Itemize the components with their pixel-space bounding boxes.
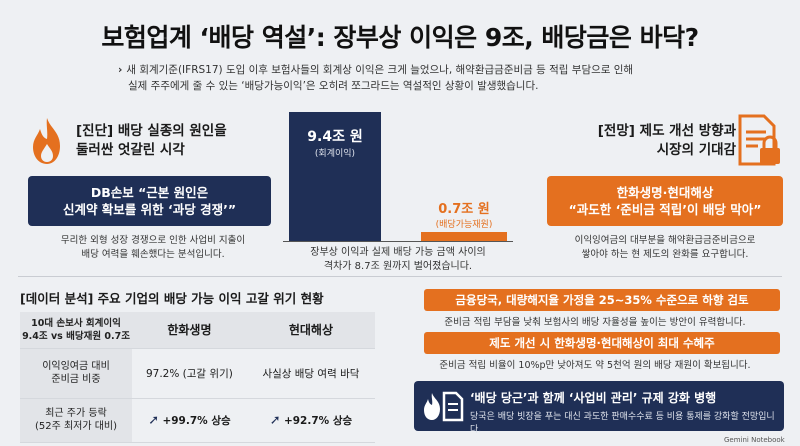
diagnosis-note-line-1: 무리한 외형 성장 경쟁으로 인한 사업비 지출이 — [60, 235, 246, 246]
table-row-label: 이익잉여금 대비 준비금 비중 — [20, 348, 132, 399]
table-row: 이익잉여금 대비 준비금 비중 97.2% (고갈 위기) 사실상 배당 여력 … — [20, 348, 375, 399]
chart-caption-line-1: 장부상 이익과 실제 배당 가능 금액 사이의 — [310, 247, 486, 258]
page-title: 보험업계 ‘배당 역설’: 장부상 이익은 9조, 배당금은 바닥? — [101, 23, 699, 52]
outlook-note: 이익잉여금의 대부분을 해약환급금준비금으로 쌓아야 하는 현 제도의 완화를 … — [540, 234, 790, 262]
data-analysis-table: 10대 손보사 회계이익 9.4조 vs 배당재원 0.7조 한화생명 현대해상… — [20, 312, 375, 443]
chart-caption: 장부상 이익과 실제 배당 가능 금액 사이의 격차가 8.7조 원까지 벌어졌… — [283, 246, 513, 274]
hanwha-stock-value: +99.7% 상승 — [162, 414, 231, 427]
subtitle-arrow-icon: › — [118, 64, 123, 76]
measure-2-title: 제도 개선 시 한화생명·현대해상이 최대 수혜주 — [424, 332, 780, 354]
outlook-note-line-1: 이익잉여금의 대부분을 해약환급금준비금으로 — [574, 235, 756, 246]
subtitle-line-1: 새 회계기준(IFRS17) 도입 이후 보험사들의 회계상 이익은 크게 늘었… — [126, 64, 634, 76]
flame-document-icon — [424, 391, 464, 422]
section-divider — [18, 276, 782, 277]
subtitle-line-2: 실제 주주에게 줄 수 있는 ‘배당가능이익’은 오히려 쪼그라드는 역설적인 … — [128, 80, 539, 92]
table-header-hanwha: 한화생명 — [132, 312, 247, 349]
bar-chart: 9.4조 원 (회계이익) 0.7조 원 (배당가능재원) — [283, 112, 513, 242]
bar-dividend-source — [421, 232, 507, 242]
bar-dividend-source-value: 0.7조 원 — [438, 202, 490, 218]
measure-2-note: 준비금 적립 비율이 10%p만 낮아져도 약 5천억 원의 배당 재원이 확보… — [439, 360, 751, 371]
outlook-note-line-2: 쌓아야 하는 현 제도의 완화를 요구합니다. — [581, 249, 749, 260]
bar-accounting-profit: 9.4조 원 (회계이익) — [289, 112, 381, 242]
bar-dividend-source-sublabel: (배당가능재원) — [435, 220, 493, 231]
table-row-label: 최근 주가 등락 (52주 최저가 대비) — [20, 398, 132, 443]
regulation-title: ‘배당 당근’과 함께 ‘사업비 관리’ 규제 강화 병행 — [470, 391, 717, 405]
measure-1-title: 금융당국, 대량해지율 가정을 25~35% 수준으로 하향 검토 — [424, 289, 780, 311]
row-label-line-2: (52주 최저가 대비) — [34, 421, 118, 432]
table-cell-hanwha-stock: ➚ +99.7% 상승 — [132, 398, 247, 443]
diagnosis-heading-line-1: [진단] 배당 실종의 원인을 — [76, 123, 227, 139]
table-corner-line-1: 10대 손보사 회계이익 — [31, 317, 121, 329]
chart-axis — [283, 241, 513, 242]
bar-accounting-profit-sublabel: (회계이익) — [314, 149, 356, 159]
watermark: Gemini Notebook — [724, 436, 785, 444]
document-lock-icon — [738, 114, 780, 166]
diagnosis-heading-line-2: 둘러싼 엇갈린 시각 — [76, 142, 185, 158]
table-cell-hyundai-stock: ➚ +92.7% 상승 — [246, 398, 375, 443]
diagnosis-note-line-2: 배당 여력을 훼손했다는 분석입니다. — [81, 249, 225, 260]
outlook-box-line-2: “과도한 ‘준비금 적립’이 배당 막아” — [568, 202, 762, 217]
outlook-box-line-1: 한화생명·현대해상 — [616, 185, 714, 200]
table-header-hyundai: 현대해상 — [246, 312, 375, 349]
diagnosis-note: 무리한 외형 성장 경쟁으로 인한 사업비 지출이 배당 여력을 훼손했다는 분… — [28, 234, 278, 262]
chart-caption-line-2: 격차가 8.7조 원까지 벌어졌습니다. — [323, 261, 473, 272]
row-label-line-2: 준비금 비중 — [51, 374, 101, 385]
regulation-note: 당국은 배당 빗장을 푸는 대신 과도한 판매수수료 등 비용 통제를 강화할 … — [470, 412, 775, 435]
page-subtitle: › 새 회계기준(IFRS17) 도입 이후 보험사들의 회계상 이익은 크게 늘… — [118, 62, 718, 94]
up-arrow-icon: ➚ — [269, 412, 281, 428]
row-label-line-1: 최근 주가 등락 — [45, 408, 107, 419]
table-cell-hanwha-ratio: 97.2% (고갈 위기) — [132, 348, 247, 399]
outlook-heading-line-1: [전망] 제도 개선 방향과 — [597, 123, 736, 139]
diagnosis-box: DB손보 “근본 원인은 신계약 확보를 위한 ‘과당 경쟁’” — [28, 176, 271, 226]
fire-icon — [33, 118, 60, 164]
up-arrow-icon: ➚ — [148, 412, 160, 428]
data-analysis-heading: [데이터 분석] 주요 기업의 배당 가능 이익 고갈 위기 현황 — [20, 291, 324, 306]
table-row: 최근 주가 등락 (52주 최저가 대비) ➚ +99.7% 상승 ➚ +92.… — [20, 398, 375, 443]
table-corner-line-2: 9.4조 vs 배당재원 0.7조 — [22, 330, 130, 342]
bar-accounting-profit-value: 9.4조 원 — [307, 129, 363, 145]
outlook-box: 한화생명·현대해상 “과도한 ‘준비금 적립’이 배당 막아” — [547, 176, 783, 226]
bar-dividend-source-labels: 0.7조 원 (배당가능재원) — [411, 198, 517, 230]
measure-1-note: 준비금 적립 부담을 낮춰 보험사의 배당 자율성을 높이는 방안이 유력합니다… — [444, 317, 746, 328]
outlook-heading: [전망] 제도 개선 방향과 시장의 기대감 — [576, 122, 736, 160]
diagnosis-box-line-2: 신계약 확보를 위한 ‘과당 경쟁’” — [62, 202, 237, 217]
regulation-box: ‘배당 당근’과 함께 ‘사업비 관리’ 규제 강화 병행 당국은 배당 빗장을… — [414, 381, 784, 435]
row-label-line-1: 이익잉여금 대비 — [42, 361, 110, 372]
table-corner-cell: 10대 손보사 회계이익 9.4조 vs 배당재원 0.7조 — [20, 312, 132, 349]
diagnosis-box-line-1: DB손보 “근본 원인은 — [90, 185, 209, 200]
outlook-heading-line-2: 시장의 기대감 — [656, 142, 736, 158]
hyundai-stock-value: +92.7% 상승 — [283, 414, 353, 427]
table-cell-hyundai-ratio: 사실상 배당 여력 바닥 — [246, 348, 375, 399]
diagnosis-heading: [진단] 배당 실종의 원인을 둘러싼 엇갈린 시각 — [76, 122, 276, 160]
